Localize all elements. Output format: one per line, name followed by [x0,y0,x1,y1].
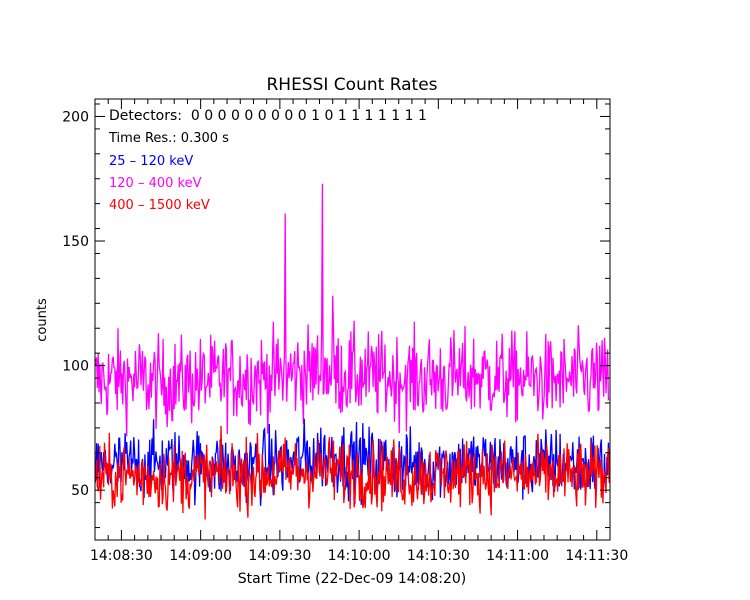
legend-entry: 400 – 1500 keV [109,198,210,213]
x-tick-label: 14:09:00 [169,548,232,564]
y-tick-label: 50 [71,483,89,499]
legend-entry: 25 – 120 keV [109,154,193,169]
chart-title: RHESSI Count Rates [266,75,437,95]
series-line-1 [94,183,610,437]
y-tick-label: 200 [62,109,89,125]
x-tick-label: 14:09:30 [248,548,311,564]
y-tick-label: 150 [62,234,89,250]
legend-entry: 120 – 400 keV [109,176,202,191]
x-tick-label: 14:10:30 [407,548,470,564]
x-axis-label: Start Time (22-Dec-09 14:08:20) [238,571,466,587]
time-res-annotation: Time Res.: 0.300 s [108,131,229,146]
legend: 25 – 120 keV 120 – 400 keV 400 – 1500 keV [109,154,210,213]
detectors-annotation: Detectors: 0 0 0 0 0 0 0 0 0 1 0 1 1 1 1… [109,108,427,124]
y-tick-label: 100 [62,359,89,375]
series-line-2 [94,425,610,520]
y-axis-label: counts [35,298,50,342]
plot-frame [94,98,611,541]
x-tick-label: 14:10:00 [328,548,391,564]
series-group [94,183,610,520]
x-tick-label: 14:08:30 [90,548,153,564]
axes-group: 50 100 150 200 14:08:30 14:09:00 14:09:30 14:10… [62,99,628,564]
x-tick-label: 14:11:00 [486,548,549,564]
x-tick-label: 14:11:30 [565,548,628,564]
